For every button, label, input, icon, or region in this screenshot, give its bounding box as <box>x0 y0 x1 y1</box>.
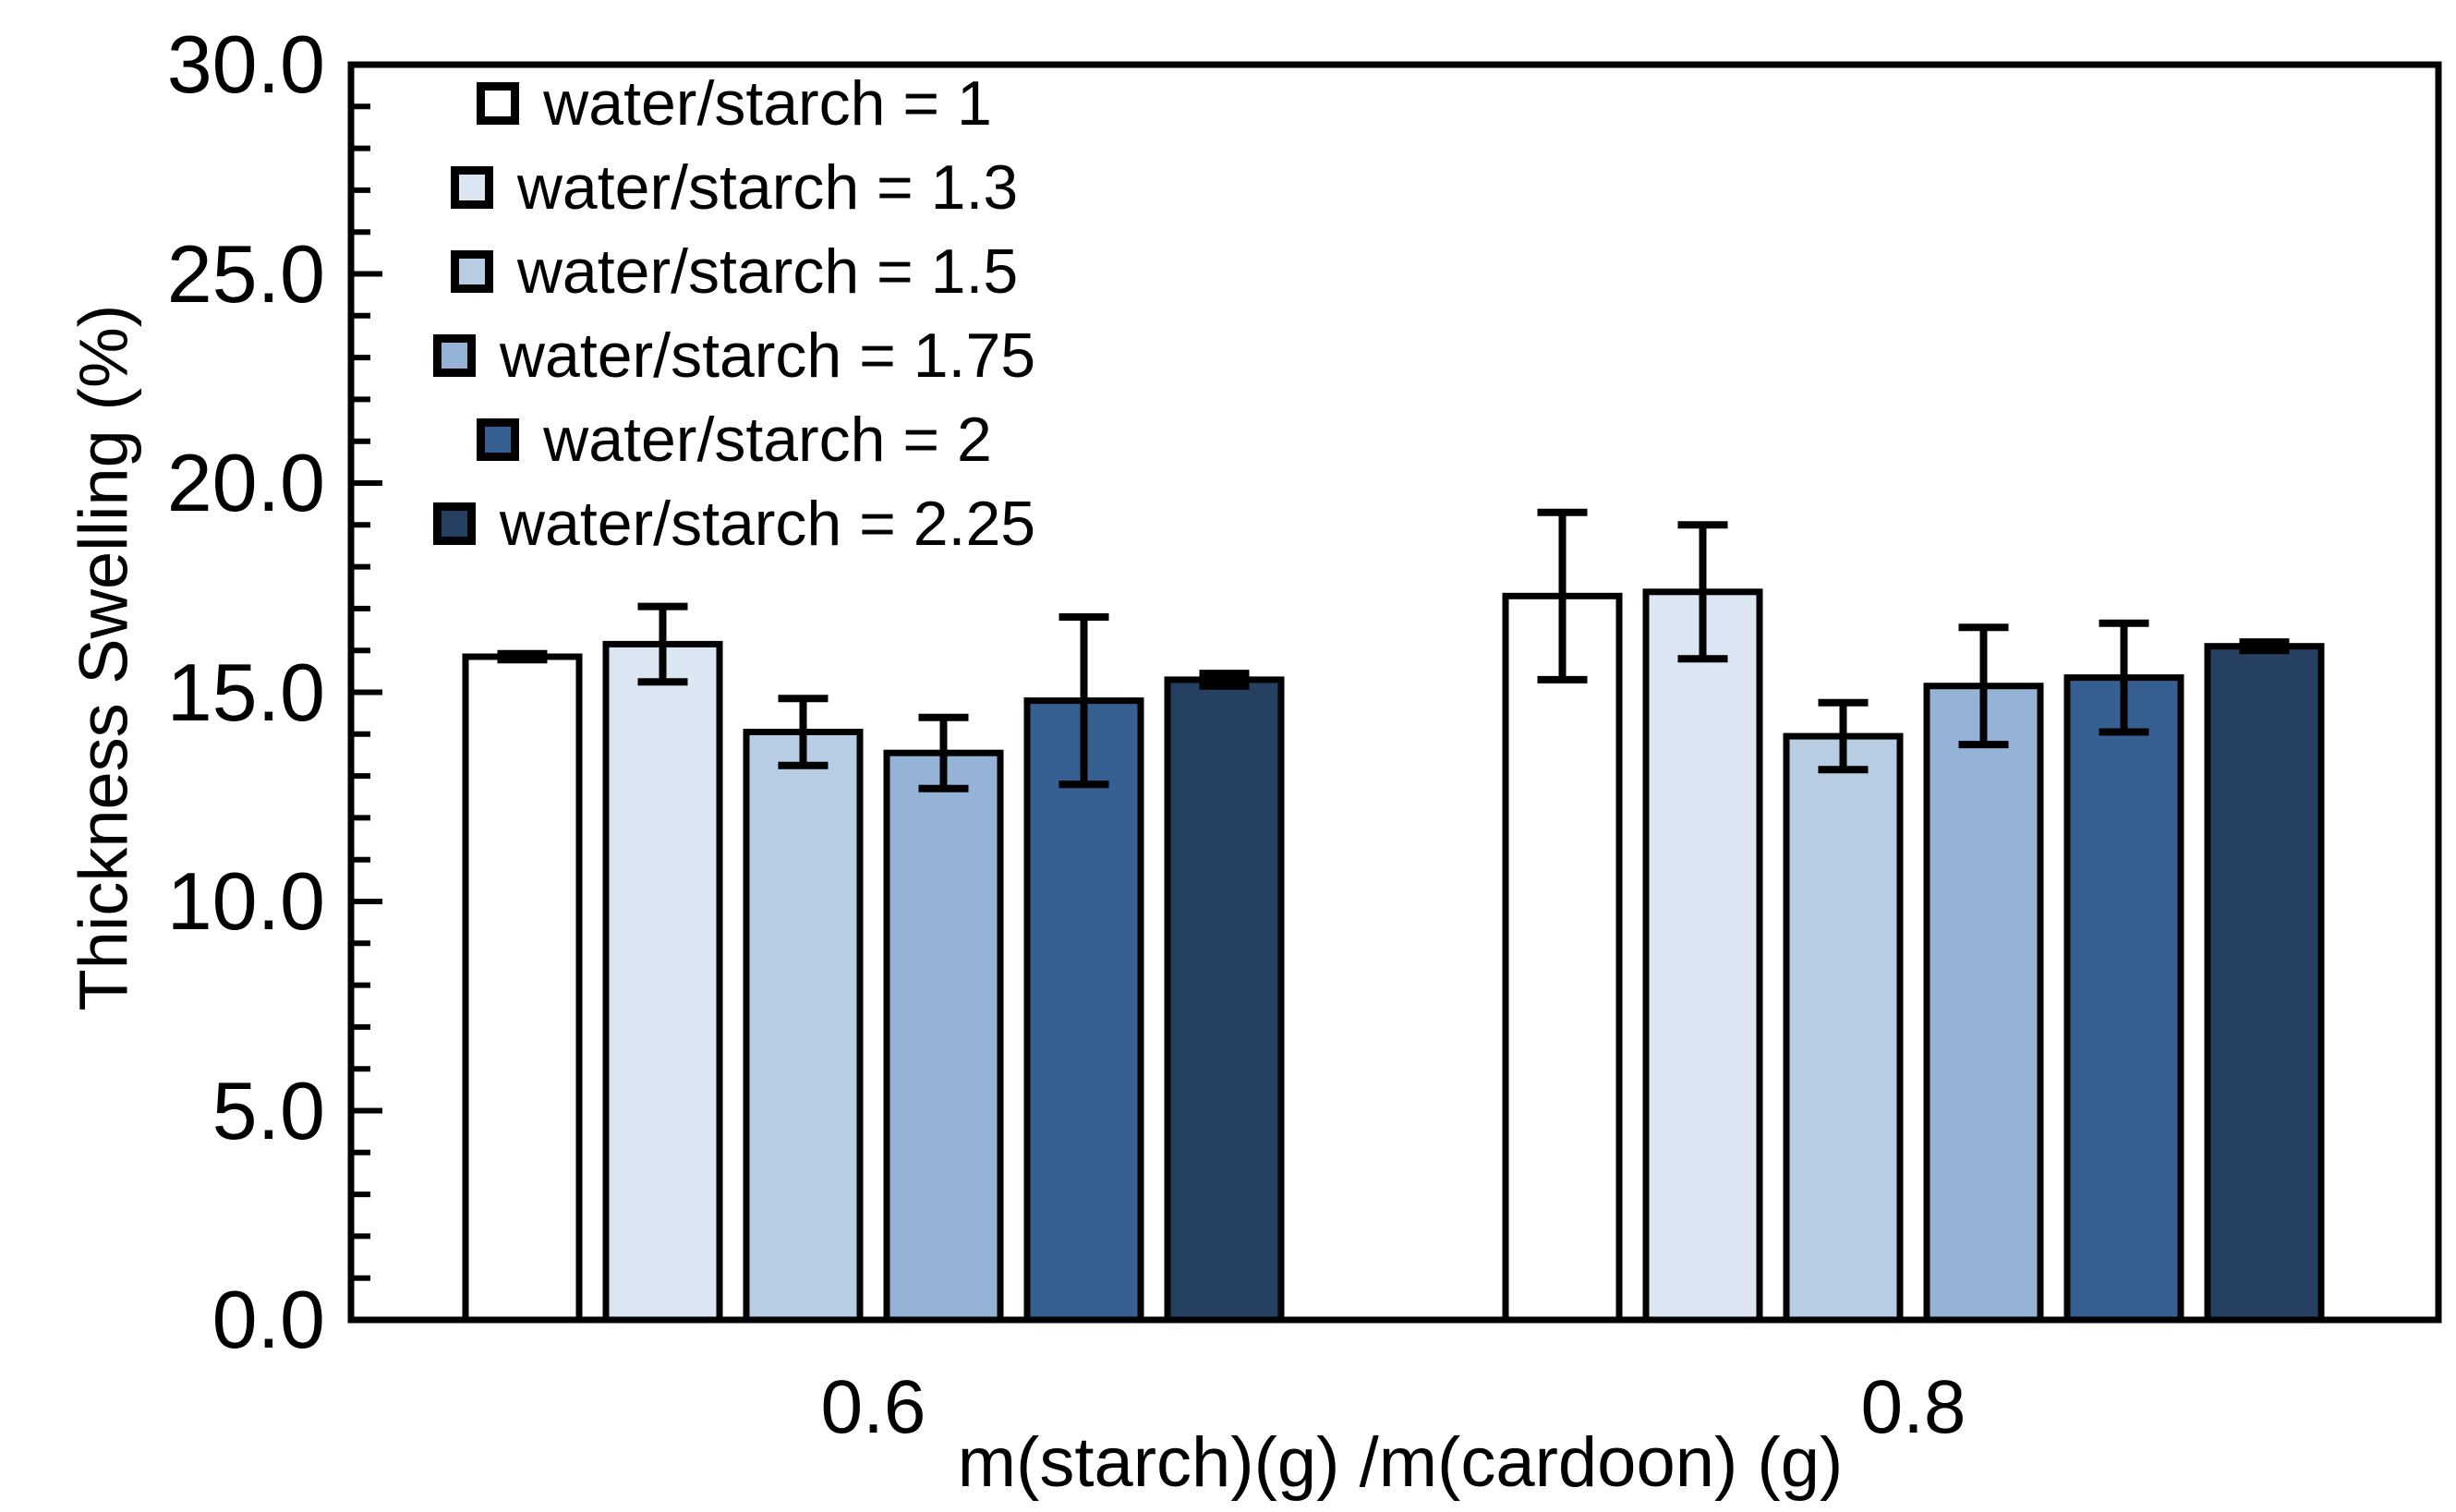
y-tick-label: 25.0 <box>166 227 325 320</box>
legend-item: water/starch = 1.75 <box>369 313 1099 397</box>
error-bar <box>1958 623 2009 749</box>
error-bar <box>778 695 829 769</box>
bar <box>2063 674 2184 1324</box>
y-tick-label: 10.0 <box>166 855 325 947</box>
error-bar <box>637 602 688 686</box>
error-bar <box>2239 638 2290 655</box>
error-bar <box>1199 670 1250 690</box>
y-tick-label: 0.0 <box>212 1274 325 1365</box>
error-bar <box>2099 619 2149 736</box>
plot-border <box>347 61 2442 1324</box>
legend-label: water/starch = 1 <box>543 67 992 139</box>
x-tick-label: 0.6 <box>820 1365 926 1449</box>
y-tick-label: 30.0 <box>166 18 325 110</box>
legend-label: water/starch = 1.5 <box>516 236 1019 307</box>
x-tick-label: 0.8 <box>1860 1365 1966 1449</box>
legend-label: water/starch = 2.25 <box>499 488 1036 559</box>
bar <box>462 653 583 1324</box>
y-tick-label: 15.0 <box>166 646 325 738</box>
legend-item: water/starch = 2 <box>369 397 1099 481</box>
bar <box>1502 592 1623 1324</box>
legend-swatch <box>450 165 493 209</box>
legend-item: water/starch = 1 <box>369 61 1099 145</box>
y-tick-label: 5.0 <box>212 1064 325 1156</box>
error-bar <box>1677 521 1728 663</box>
legend-label: water/starch = 2 <box>543 404 992 475</box>
legend-item: water/starch = 1.3 <box>369 145 1099 229</box>
legend-swatch <box>432 502 476 545</box>
error-bar <box>1537 508 1588 683</box>
bar <box>1923 683 2044 1324</box>
legend-item: water/starch = 2.25 <box>369 481 1099 565</box>
legend-swatch <box>432 333 476 377</box>
legend-label: water/starch = 1.3 <box>516 151 1019 223</box>
legend-swatch <box>477 417 520 461</box>
error-bar <box>1818 698 1869 774</box>
legend-label: water/starch = 1.75 <box>499 320 1036 391</box>
y-axis-title: Thickness Swelling (%) <box>65 304 142 1011</box>
legend: water/starch = 1 water/starch = 1.3 water/… <box>369 61 1099 565</box>
legend-swatch <box>450 249 493 293</box>
legend-swatch <box>477 81 520 125</box>
bar <box>1642 588 1763 1324</box>
bar <box>883 749 1004 1324</box>
bar <box>602 640 723 1324</box>
bar <box>743 729 864 1324</box>
bar <box>1164 676 1285 1324</box>
bar <box>1783 732 1904 1324</box>
x-axis-title: m(starch)(g) /m(cardoon) (g) <box>957 1423 1844 1502</box>
legend-item: water/starch = 1.5 <box>369 229 1099 313</box>
error-bar <box>1059 613 1109 789</box>
error-bar <box>918 713 969 792</box>
error-bar <box>497 649 548 664</box>
y-tick-label: 20.0 <box>166 437 325 528</box>
bar <box>2204 643 2325 1324</box>
bar <box>1023 697 1144 1324</box>
